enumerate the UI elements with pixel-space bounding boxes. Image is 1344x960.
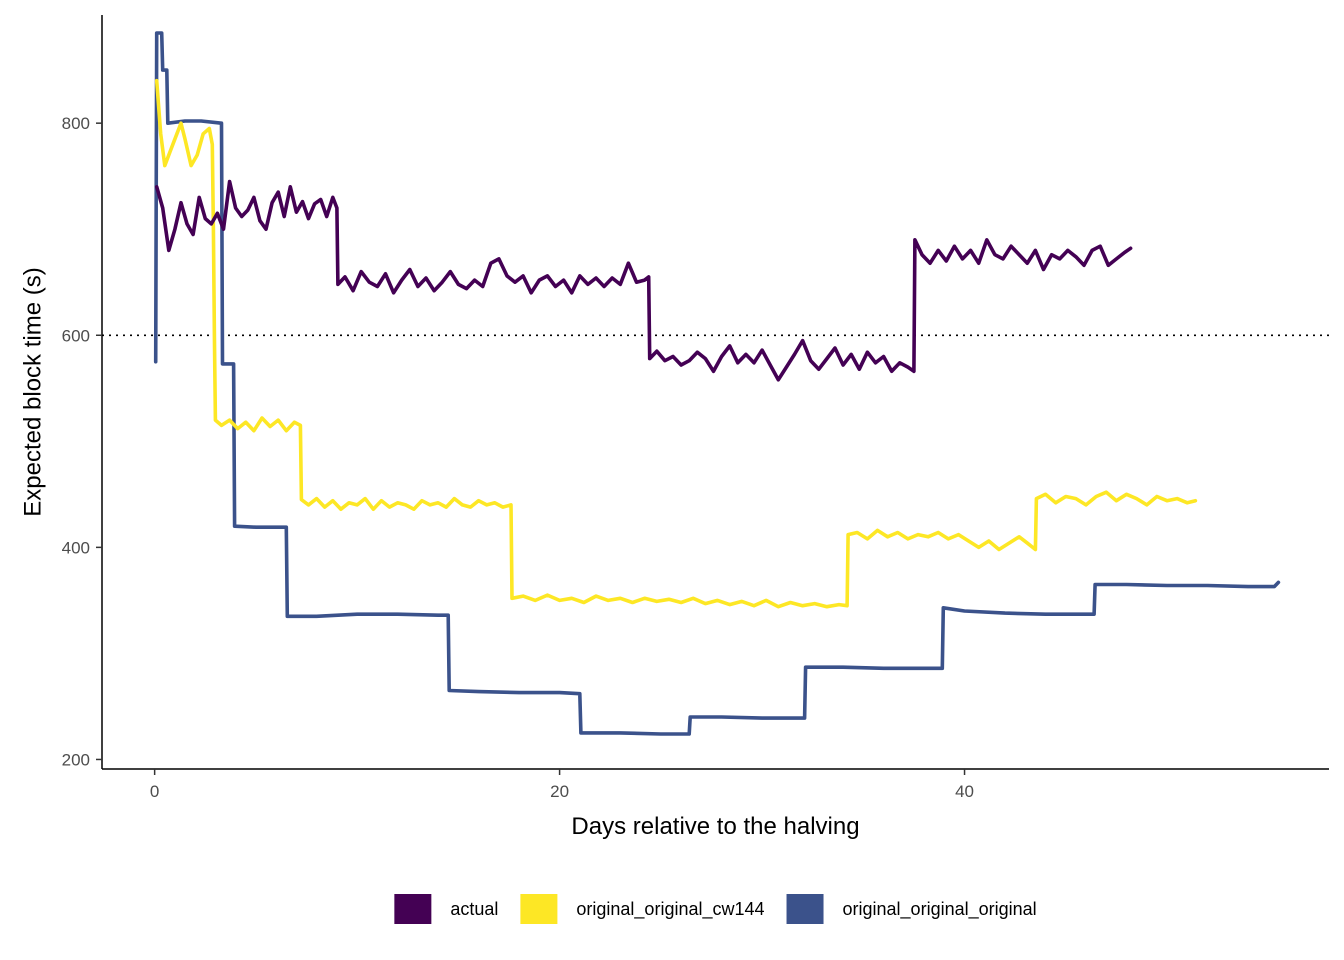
legend-label: original_original_cw144 xyxy=(576,899,764,920)
x-tick-label: 0 xyxy=(150,782,159,801)
legend-item-actual: actual xyxy=(394,894,498,924)
legend-key xyxy=(786,894,824,924)
x-axis-title: Days relative to the halving xyxy=(571,813,859,840)
legend-key xyxy=(394,894,432,924)
series-line-original_original_original xyxy=(153,31,1281,736)
y-axis-ticks: 200 400 600 800 xyxy=(62,114,102,769)
series-line-original_original_cw144 xyxy=(154,78,1198,609)
legend-item-original_original_original: original_original_original xyxy=(786,894,1037,924)
y-axis-title: Expected block time (s) xyxy=(19,267,46,516)
series-layer xyxy=(153,31,1281,736)
y-tick-label: 600 xyxy=(62,326,90,345)
x-tick-label: 20 xyxy=(550,782,569,801)
plot-area xyxy=(102,31,1329,736)
series-line-actual xyxy=(154,179,1133,382)
legend-key xyxy=(520,894,558,924)
x-axis-ticks: 0 20 40 xyxy=(150,769,974,801)
legend-label: original_original_original xyxy=(843,899,1037,920)
legend-label: actual xyxy=(450,899,498,919)
legend-item-original_original_cw144: original_original_cw144 xyxy=(520,894,765,924)
x-tick-label: 40 xyxy=(955,782,974,801)
y-tick-label: 200 xyxy=(62,750,90,769)
y-tick-label: 800 xyxy=(62,114,90,133)
legend: actual original_original_cw144 original_or… xyxy=(394,894,1037,924)
axes: 200 400 600 800 0 20 40 xyxy=(62,15,1329,801)
y-tick-label: 400 xyxy=(62,538,90,557)
